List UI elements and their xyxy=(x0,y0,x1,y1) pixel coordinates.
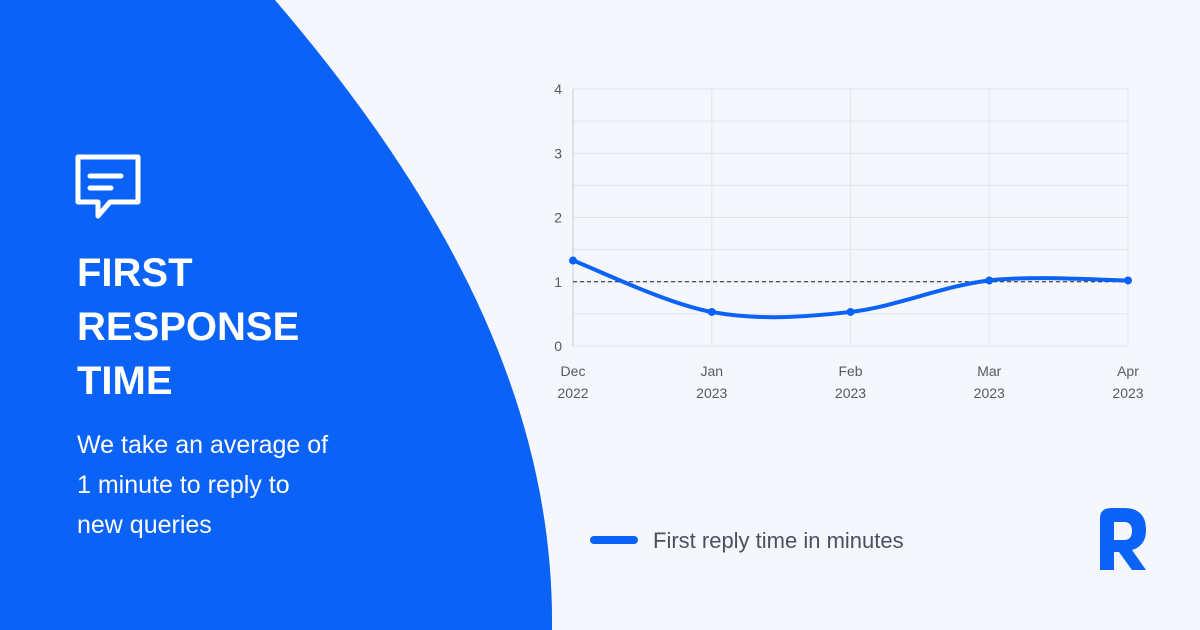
x-tick-label: Dec xyxy=(561,363,586,379)
x-tick-label: Feb xyxy=(838,363,862,379)
subtext-line: 1 minute to reply to xyxy=(77,471,290,499)
data-point xyxy=(707,307,716,316)
y-tick-label: 4 xyxy=(554,81,562,97)
x-tick-label: Mar xyxy=(977,363,1001,379)
x-tick-label: 2023 xyxy=(974,385,1005,401)
data-point xyxy=(569,256,577,265)
y-tick-label: 2 xyxy=(554,210,562,226)
x-tick-label: Jan xyxy=(700,363,723,379)
y-tick-label: 1 xyxy=(554,274,562,290)
heading-line: FIRST xyxy=(77,251,193,295)
x-tick-label: Apr xyxy=(1117,363,1139,379)
legend-label: First reply time in minutes xyxy=(653,528,904,553)
logo xyxy=(1100,508,1146,570)
x-tick-label: 2022 xyxy=(557,385,588,401)
x-tick-label: 2023 xyxy=(835,385,866,401)
y-tick-label: 3 xyxy=(554,145,562,161)
chat-icon xyxy=(75,154,141,219)
data-point xyxy=(1124,276,1132,285)
x-tick-label: 2023 xyxy=(696,385,727,401)
heading-line: TIME xyxy=(77,359,173,403)
data-point xyxy=(846,307,855,316)
heading: FIRST RESPONSE TIME xyxy=(77,251,299,403)
y-tick-label: 0 xyxy=(554,338,562,354)
x-tick-label: 2023 xyxy=(1112,385,1143,401)
subtext-line: We take an average of xyxy=(77,431,328,459)
subtext: We take an average of 1 minute to reply t… xyxy=(77,431,328,539)
chart: 0 1 2 3 4 Dec 2022 Jan 2023 Feb 2023 Mar 2023 Apr 2023… xyxy=(554,81,1144,553)
data-point xyxy=(985,276,994,285)
heading-line: RESPONSE xyxy=(77,305,299,349)
subtext-line: new queries xyxy=(77,511,212,539)
